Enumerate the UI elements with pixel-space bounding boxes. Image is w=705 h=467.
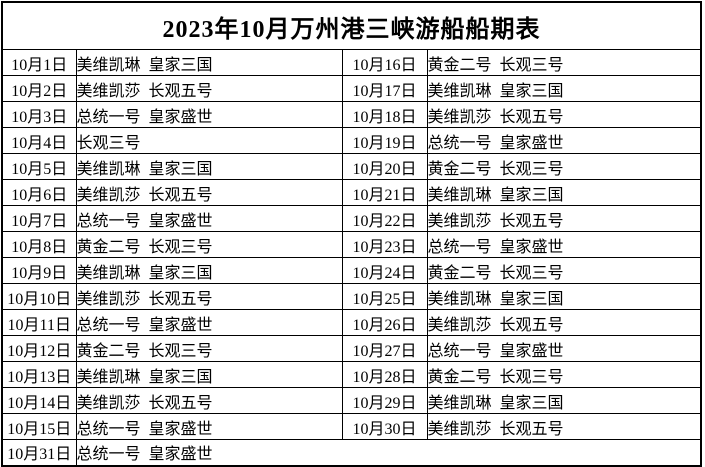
ships-cell: 总统一号 皇家盛世 [75, 439, 702, 466]
table-row: 10月7日 总统一号 皇家盛世 10月22日 美维凯莎 长观五号 [1, 205, 702, 232]
table-row: 10月15日 总统一号 皇家盛世 10月30日 美维凯莎 长观五号 [1, 413, 702, 440]
ships-cell: 美维凯琳 皇家三国 [75, 49, 343, 76]
ships-cell: 美维凯莎 长观五号 [426, 413, 702, 440]
date-cell: 10月3日 [1, 101, 77, 128]
table-row: 10月13日 美维凯琳 皇家三国 10月28日 黄金二号 长观三号 [1, 361, 702, 388]
ships-cell: 美维凯琳 皇家三国 [426, 179, 702, 206]
ships-cell: 美维凯莎 长观五号 [75, 387, 343, 414]
ships-cell: 美维凯琳 皇家三国 [75, 153, 343, 180]
date-cell: 10月22日 [341, 205, 428, 232]
ships-cell: 美维凯琳 皇家三国 [426, 75, 702, 102]
date-cell: 10月17日 [341, 75, 428, 102]
date-cell: 10月19日 [341, 127, 428, 154]
table-row: 10月11日 总统一号 皇家盛世 10月26日 美维凯莎 长观五号 [1, 309, 702, 336]
ships-cell: 美维凯莎 长观五号 [426, 101, 702, 128]
date-cell: 10月10日 [1, 283, 77, 310]
date-cell: 10月14日 [1, 387, 77, 414]
ships-cell: 总统一号 皇家盛世 [75, 413, 343, 440]
ships-cell: 美维凯琳 皇家三国 [75, 361, 343, 388]
date-cell: 10月26日 [341, 309, 428, 336]
date-cell: 10月1日 [1, 49, 77, 76]
table-title-row: 2023年10月万州港三峡游船船期表 [1, 1, 702, 50]
date-cell: 10月23日 [341, 231, 428, 258]
table-row: 10月4日 长观三号 10月19日 总统一号 皇家盛世 [1, 127, 702, 154]
ships-cell: 总统一号 皇家盛世 [426, 231, 702, 258]
ships-cell: 总统一号 皇家盛世 [75, 309, 343, 336]
page-title: 2023年10月万州港三峡游船船期表 [1, 1, 702, 50]
date-cell: 10月15日 [1, 413, 77, 440]
date-cell: 10月12日 [1, 335, 77, 362]
ships-cell: 总统一号 皇家盛世 [426, 127, 702, 154]
date-cell: 10月28日 [341, 361, 428, 388]
date-cell: 10月6日 [1, 179, 77, 206]
date-cell: 10月27日 [341, 335, 428, 362]
ships-cell: 黄金二号 长观三号 [426, 257, 702, 284]
ships-cell: 黄金二号 长观三号 [75, 335, 343, 362]
date-cell: 10月4日 [1, 127, 77, 154]
date-cell: 10月8日 [1, 231, 77, 258]
date-cell: 10月13日 [1, 361, 77, 388]
date-cell: 10月21日 [341, 179, 428, 206]
ships-cell: 美维凯莎 长观五号 [75, 179, 343, 206]
date-cell: 10月30日 [341, 413, 428, 440]
ships-cell: 美维凯琳 皇家三国 [426, 283, 702, 310]
date-cell: 10月11日 [1, 309, 77, 336]
date-cell: 10月20日 [341, 153, 428, 180]
date-cell: 10月18日 [341, 101, 428, 128]
date-cell: 10月16日 [341, 49, 428, 76]
ships-cell: 美维凯莎 长观五号 [75, 75, 343, 102]
ships-cell: 黄金二号 长观三号 [426, 49, 702, 76]
table-row: 10月12日 黄金二号 长观三号 10月27日 总统一号 皇家盛世 [1, 335, 702, 362]
ships-cell: 黄金二号 长观三号 [426, 153, 702, 180]
table-row: 10月2日 美维凯莎 长观五号 10月17日 美维凯琳 皇家三国 [1, 75, 702, 102]
date-cell: 10月29日 [341, 387, 428, 414]
ships-cell: 长观三号 [75, 127, 343, 154]
table-row: 10月1日 美维凯琳 皇家三国 10月16日 黄金二号 长观三号 [1, 49, 702, 76]
ships-cell: 黄金二号 长观三号 [426, 361, 702, 388]
ships-cell: 美维凯琳 皇家三国 [426, 387, 702, 414]
ships-cell: 美维凯琳 皇家三国 [75, 257, 343, 284]
date-cell: 10月24日 [341, 257, 428, 284]
table-row: 10月14日 美维凯莎 长观五号 10月29日 美维凯琳 皇家三国 [1, 387, 702, 414]
date-cell: 10月2日 [1, 75, 77, 102]
ships-cell: 总统一号 皇家盛世 [426, 335, 702, 362]
date-cell: 10月9日 [1, 257, 77, 284]
table-row: 10月10日 美维凯莎 长观五号 10月25日 美维凯琳 皇家三国 [1, 283, 702, 310]
date-cell: 10月25日 [341, 283, 428, 310]
table-row: 10月9日 美维凯琳 皇家三国 10月24日 黄金二号 长观三号 [1, 257, 702, 284]
table-row-last: 10月31日 总统一号 皇家盛世 [1, 439, 702, 466]
ships-cell: 美维凯莎 长观五号 [75, 283, 343, 310]
date-cell: 10月5日 [1, 153, 77, 180]
table-row: 10月3日 总统一号 皇家盛世 10月18日 美维凯莎 长观五号 [1, 101, 702, 128]
date-cell: 10月7日 [1, 205, 77, 232]
table-row: 10月5日 美维凯琳 皇家三国 10月20日 黄金二号 长观三号 [1, 153, 702, 180]
table-row: 10月8日 黄金二号 长观三号 10月23日 总统一号 皇家盛世 [1, 231, 702, 258]
ships-cell: 黄金二号 长观三号 [75, 231, 343, 258]
table-row: 10月6日 美维凯莎 长观五号 10月21日 美维凯琳 皇家三国 [1, 179, 702, 206]
ships-cell: 总统一号 皇家盛世 [75, 101, 343, 128]
ships-cell: 美维凯莎 长观五号 [426, 205, 702, 232]
ships-cell: 总统一号 皇家盛世 [75, 205, 343, 232]
date-cell: 10月31日 [1, 439, 77, 466]
ships-cell: 美维凯莎 长观五号 [426, 309, 702, 336]
